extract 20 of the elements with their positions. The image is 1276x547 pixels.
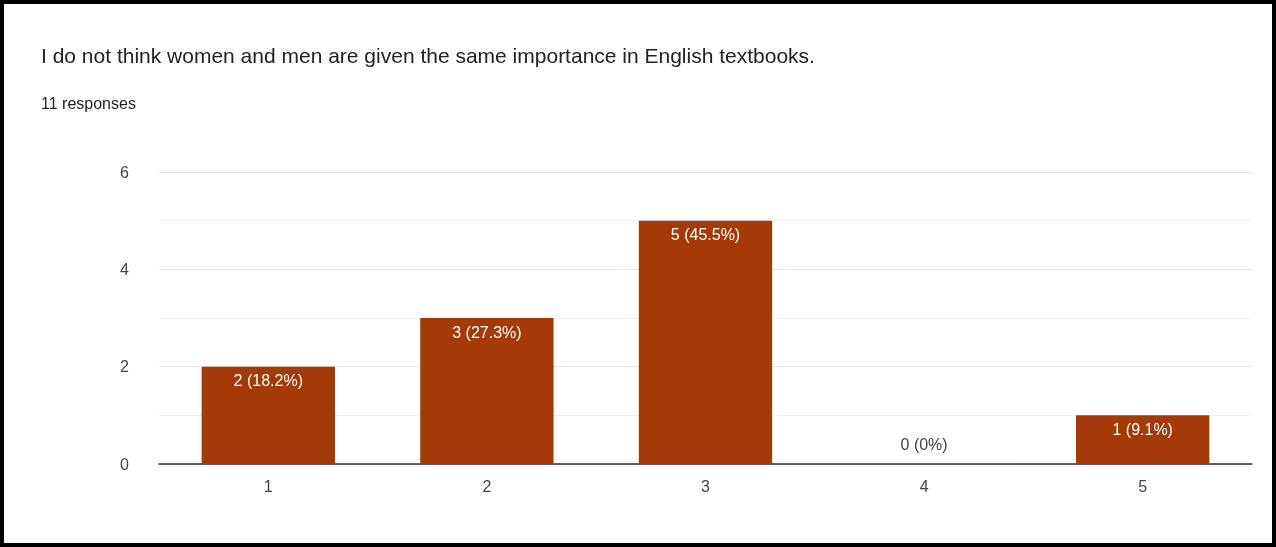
y-tick-label: 0 [120,455,130,473]
data-label: 3 (27.3%) [452,323,522,341]
x-tick-label: 3 [701,477,711,495]
y-tick-label: 2 [120,358,130,376]
x-tick-label: 2 [482,477,492,495]
data-label: 5 (45.5%) [670,226,741,244]
bar [420,318,554,464]
chart-subtitle: 11 responses [41,94,136,112]
chart-title: I do not think women and men are given the same importance in English textbooks. [41,44,815,67]
x-tick-label: 5 [1138,477,1148,495]
y-tick-label: 6 [120,163,130,181]
data-label: 1 (9.1%) [1112,420,1173,438]
data-label: 2 (18.2%) [233,372,303,390]
x-tick-label: 1 [263,477,273,495]
y-tick-label: 4 [120,260,130,278]
data-label: 0 (0%) [900,435,948,453]
bar [1076,415,1210,464]
bar [201,366,335,464]
bar [638,220,773,464]
x-tick-label: 4 [919,477,929,495]
